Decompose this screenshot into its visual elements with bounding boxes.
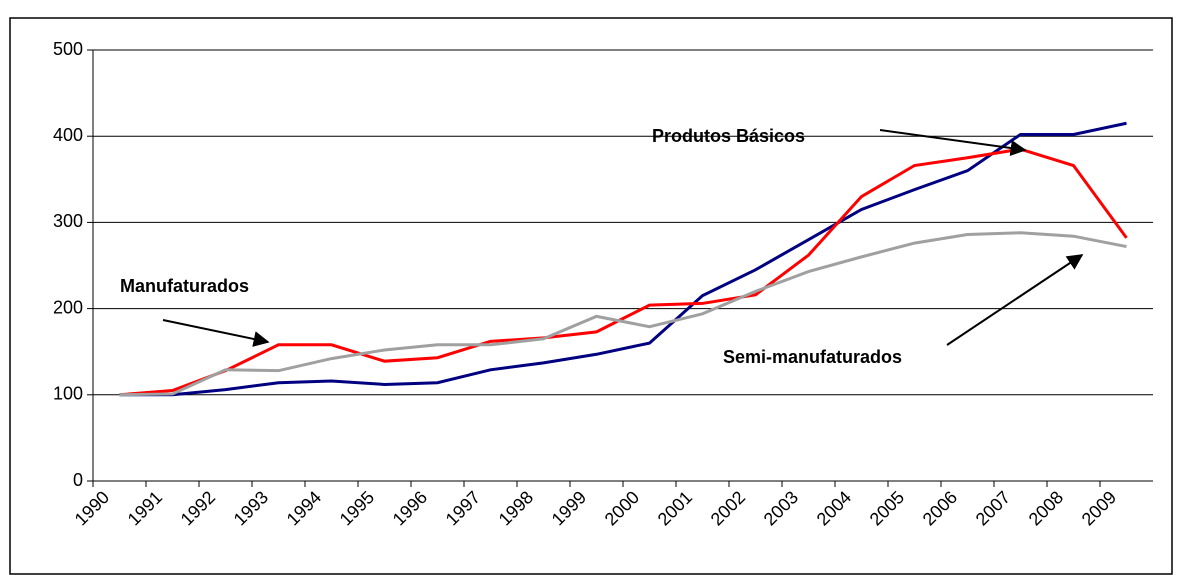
x-tick-label: 2009: [1078, 487, 1120, 529]
line-series: [119, 147, 1128, 397]
x-tick-label: 1997: [442, 487, 484, 529]
arrow: [946, 254, 1084, 346]
y-tick-label: 300: [53, 211, 83, 231]
x-tick-label: 1992: [177, 487, 219, 529]
x-tick-label: 2004: [813, 487, 855, 529]
y-tick-label: 100: [53, 384, 83, 404]
x-tick-label: 1994: [283, 487, 325, 529]
x-tick-label: 2008: [1025, 487, 1067, 529]
x-tick-label: 1990: [71, 487, 113, 529]
x-tick-label: 1996: [389, 487, 431, 529]
y-tick-label: 0: [73, 470, 83, 490]
x-tick-label: 1991: [124, 487, 166, 529]
y-tick-label: 200: [53, 297, 83, 317]
arrow: [162, 319, 270, 347]
x-tick-label: 1998: [495, 487, 537, 529]
x-tick-label: 2001: [654, 487, 696, 529]
x-tick-label: 2002: [707, 487, 749, 529]
annotation: Manufaturados: [120, 276, 249, 296]
x-tick-label: 2003: [760, 487, 802, 529]
x-tick-label: 2007: [972, 487, 1014, 529]
x-tick-label: 2006: [919, 487, 961, 529]
x-tick-label: 1999: [548, 487, 590, 529]
x-tick-label: 2005: [866, 487, 908, 529]
x-tick-label: 1993: [230, 487, 272, 529]
y-tick-label: 400: [53, 125, 83, 145]
y-tick-label: 500: [53, 39, 83, 59]
arrow: [879, 129, 1027, 156]
annotation: Produtos Básicos: [652, 126, 805, 146]
chart-frame: [9, 17, 1173, 575]
line-series: [119, 231, 1127, 397]
x-tick-label: 2000: [601, 487, 643, 529]
line-series: [119, 121, 1127, 397]
annotation: Semi-manufaturados: [723, 347, 902, 367]
x-tick-label: 1995: [336, 487, 378, 529]
